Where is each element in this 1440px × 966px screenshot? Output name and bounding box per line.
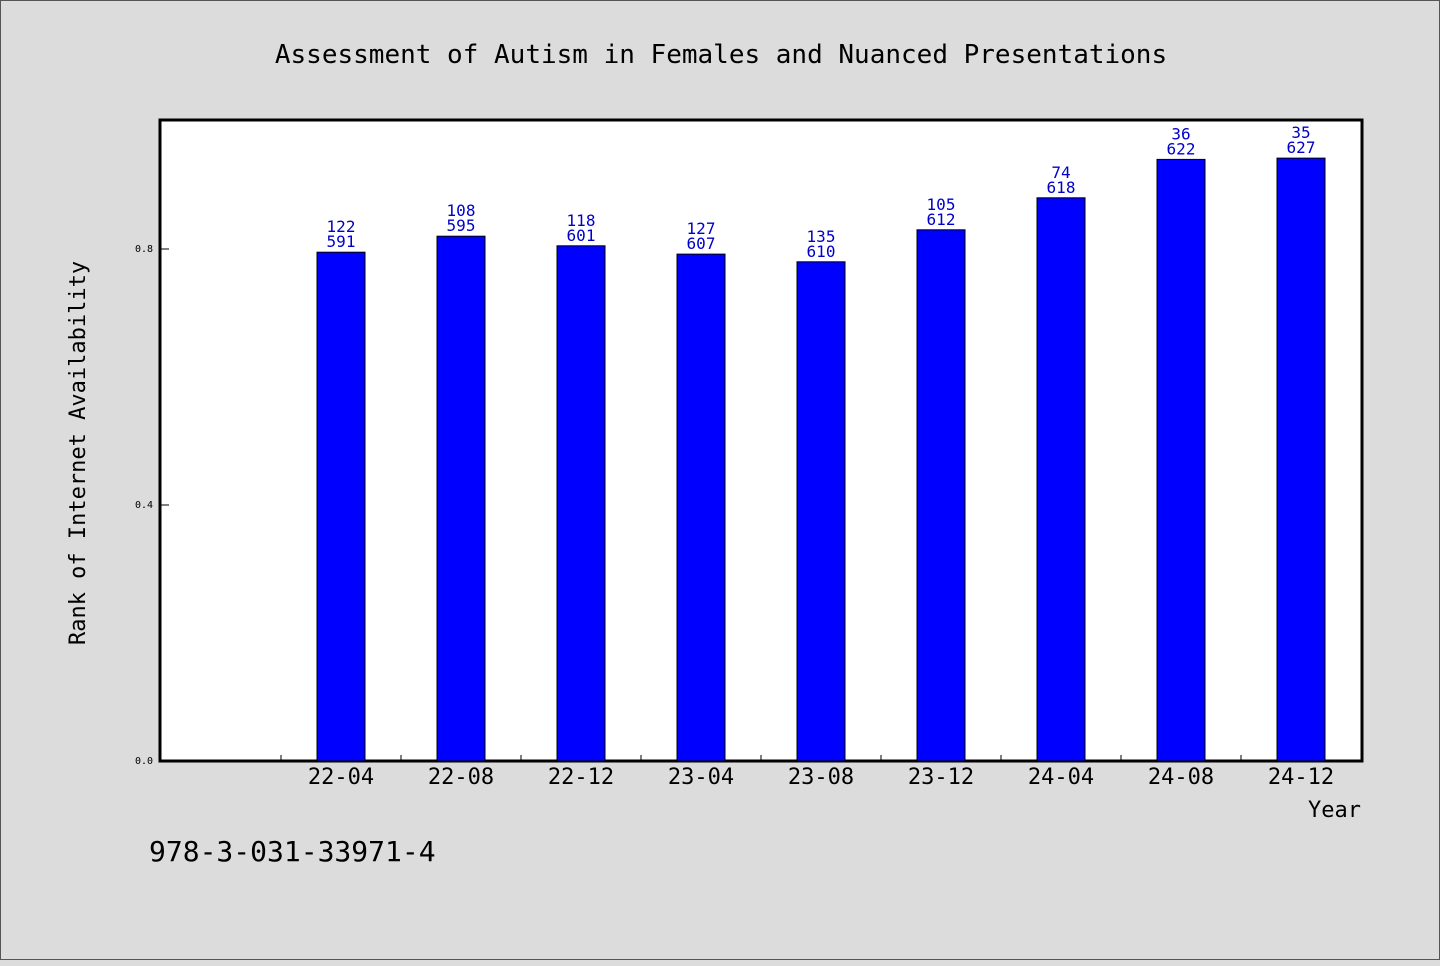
x-tick-label: 23-04 [668, 765, 734, 790]
isbn-text: 978-3-031-33971-4 [149, 835, 436, 868]
y-tick-label: 0.0 [135, 756, 153, 767]
x-tick-label: 22-12 [548, 765, 614, 790]
y-tick-label: 0.8 [135, 244, 153, 255]
bar [436, 235, 486, 762]
x-tick-label: 24-12 [1268, 765, 1334, 790]
bar-label-top: 74 [1051, 163, 1070, 182]
x-axis-label: Year [1308, 798, 1361, 823]
x-tick-label: 22-08 [428, 765, 494, 790]
y-tick-label: 0.4 [135, 500, 153, 511]
bar-label-bottom: 591 [327, 232, 356, 251]
x-tick-label: 24-08 [1148, 765, 1214, 790]
bar [316, 251, 366, 762]
bar-label-top: 108 [447, 201, 476, 220]
bar [556, 245, 606, 762]
bar-label-top: 35 [1291, 123, 1310, 142]
y-axis-label: Rank of Internet Availability [66, 261, 91, 645]
bar-label-top: 105 [927, 195, 956, 214]
bar-label-bottom: 610 [807, 242, 836, 261]
y-axis: 0.0 0.4 0.8 [135, 244, 169, 767]
bar-label-bottom: 627 [1287, 138, 1316, 157]
x-tick-label: 23-08 [788, 765, 854, 790]
x-axis: 22-04 22-08 22-12 23-04 23-08 23-12 24-04 24-08… [280, 755, 1334, 790]
bar [676, 253, 726, 762]
bar-label-top: 36 [1171, 124, 1190, 143]
bar-label-bottom: 595 [447, 216, 476, 235]
bar-label-top: 122 [327, 217, 356, 236]
bar-label-bottom: 618 [1047, 178, 1076, 197]
x-tick-label: 23-12 [908, 765, 974, 790]
bar-label-bottom: 607 [687, 234, 716, 253]
bar-label-bottom: 612 [927, 210, 956, 229]
x-tick-label: 24-04 [1028, 765, 1094, 790]
bar-label-top: 127 [687, 219, 716, 238]
bar [1276, 157, 1326, 762]
bar [796, 261, 846, 762]
bar-label-bottom: 601 [567, 226, 596, 245]
bar-label-bottom: 622 [1167, 139, 1196, 158]
bar [1036, 197, 1086, 762]
bar-label-top: 135 [807, 227, 836, 246]
chart-title: Assessment of Autism in Females and Nuan… [275, 40, 1167, 70]
bar-label-top: 118 [567, 211, 596, 230]
bar [916, 229, 966, 762]
bar [1156, 158, 1206, 762]
x-tick-label: 22-04 [308, 765, 374, 790]
